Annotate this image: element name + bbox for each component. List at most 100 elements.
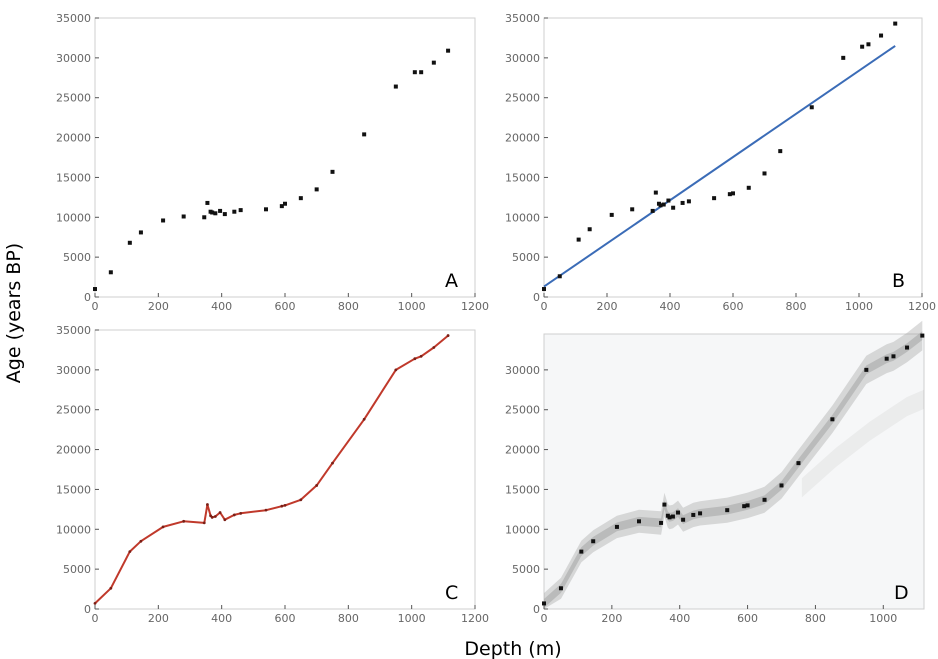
panel-d-data-point: [725, 508, 730, 513]
panel-d-y-tick-label: 20000: [505, 444, 540, 457]
panel-a-data-point: [412, 70, 417, 75]
panel-b-data-point: [587, 227, 592, 232]
panel-c-data-point: [419, 354, 423, 358]
x-axis-title: Depth (m): [464, 638, 561, 659]
panel-c-frame: [94, 329, 476, 610]
panel-a-frame: [94, 17, 476, 298]
panel-b-data-point: [661, 202, 666, 207]
panel-d-data-point: [698, 511, 703, 516]
panel-a-data-point: [298, 196, 303, 201]
panel-b-x-tick-label: 800: [786, 300, 807, 313]
panel-d-data-point: [676, 510, 681, 515]
panel-d-data-point: [830, 417, 835, 422]
panel-a-letter: A: [445, 270, 458, 292]
panel-c-data-point: [182, 519, 186, 523]
panel-a-data-point: [93, 287, 97, 292]
panel-b-y-tick-label: 20000: [505, 132, 540, 145]
panel-b-data-point: [841, 55, 846, 60]
panel-d-data-point: [796, 461, 801, 466]
panel-c-data-point: [210, 515, 214, 519]
panel-d-data-point: [920, 333, 925, 338]
panel-c-data-point: [128, 550, 132, 554]
panel-c-data-point: [264, 508, 268, 512]
panel-d-data-point: [905, 345, 910, 350]
panel-c-data-point: [239, 511, 243, 515]
panel-a-y-tick-label: 5000: [63, 251, 91, 264]
panel-c-data-point: [331, 461, 334, 465]
panel-a-data-point: [283, 201, 287, 206]
panel-c-data-point: [432, 346, 436, 349]
panel-b-fit-line: [543, 45, 896, 288]
panel-d-x-tick-label: 0: [541, 612, 548, 625]
panel-d-y-tick-label: 10000: [505, 523, 540, 536]
panel-b-data-point: [727, 192, 732, 197]
panel-a-data-point: [419, 70, 424, 75]
panel-c-y-tick-label: 0: [84, 603, 91, 616]
panel-d-data-point: [891, 354, 896, 359]
panel-a-y-tick-label: 10000: [56, 211, 91, 224]
panel-d-density-band-inner: [544, 331, 923, 608]
panel-c-data-point: [93, 602, 97, 605]
panel-c-letter: C: [445, 582, 458, 604]
panel-d-x-tick-label: 600: [737, 612, 758, 625]
panel-b-data-point: [609, 212, 614, 217]
panel-d-data-point: [659, 520, 664, 525]
panel-d-frame: [543, 333, 925, 610]
panel-b-data-point: [762, 171, 767, 176]
panel-a-data-point: [238, 208, 243, 213]
panel-a-x-tick-label: 1000: [398, 300, 426, 313]
panel-c-y-tick-label: 10000: [56, 523, 91, 536]
panel-b-x-tick-label: 0: [541, 300, 548, 313]
panel-d-data-point: [779, 483, 784, 488]
panel-d-data-point: [591, 539, 596, 544]
panel-d-x-tick-label: 400: [669, 612, 690, 625]
panel-c-data-point: [283, 503, 287, 507]
panel-c-data-point: [232, 513, 236, 517]
panel-a-data-point: [138, 230, 143, 235]
panel-b-x-tick-label: 200: [597, 300, 618, 313]
panel-b-data-point: [671, 205, 676, 210]
panel-b-y-tick-label: 35000: [505, 12, 540, 25]
panel-b-data-point: [809, 105, 814, 110]
panel-b-data-point: [658, 203, 663, 208]
panel-c-data-point: [202, 521, 206, 525]
panel-d-y-tick-label: 25000: [505, 404, 540, 417]
panel-b-data-point: [879, 33, 884, 38]
panel-b-data-point: [542, 287, 546, 292]
panel-a-data-point: [127, 240, 132, 245]
panel-c-x-tick-label: 200: [148, 612, 169, 625]
panel-b-data-point: [866, 42, 871, 47]
panel-a-data-point: [210, 210, 215, 215]
panel-a-data-point: [431, 60, 436, 65]
panel-b-data-point: [746, 185, 751, 190]
panel-d-data-point: [614, 524, 619, 529]
panel-d-x-tick-label: 1000: [869, 612, 897, 625]
panel-c-x-tick-label: 600: [275, 612, 296, 625]
panel-c-data-point: [362, 417, 366, 421]
panel-b-y-tick-label: 0: [533, 291, 540, 304]
panel-a-data-point: [279, 204, 284, 209]
panel-a-data-point: [205, 200, 210, 205]
panel-a-x-tick-label: 600: [275, 300, 296, 313]
panel-c-y-tick-label: 15000: [56, 483, 91, 496]
panel-c-data-point: [299, 498, 303, 502]
panel-a-x-tick-label: 400: [211, 300, 232, 313]
panel-c-y-tick-label: 35000: [56, 324, 91, 337]
panel-c-data-point: [218, 511, 222, 514]
panel-a-y-tick-label: 15000: [56, 171, 91, 184]
panel-d-data-point: [579, 549, 584, 554]
panel-b-x-tick-label: 400: [660, 300, 681, 313]
panel-d-data-point: [542, 601, 546, 606]
panel-d-y-tick-label: 30000: [505, 364, 540, 377]
panel-c-data-point: [139, 539, 143, 543]
panel-d-data-point: [864, 367, 869, 372]
panel-a-y-tick-label: 25000: [56, 92, 91, 105]
panel-c-x-tick-label: 800: [338, 612, 359, 625]
panel-a-x-tick-label: 1200: [461, 300, 489, 313]
panel-b-y-tick-label: 25000: [505, 92, 540, 105]
panel-d-data-point: [762, 497, 767, 502]
panel-d-letter: D: [894, 582, 909, 604]
panel-a-data-point: [362, 132, 367, 137]
panel-a-data-point: [393, 84, 398, 89]
